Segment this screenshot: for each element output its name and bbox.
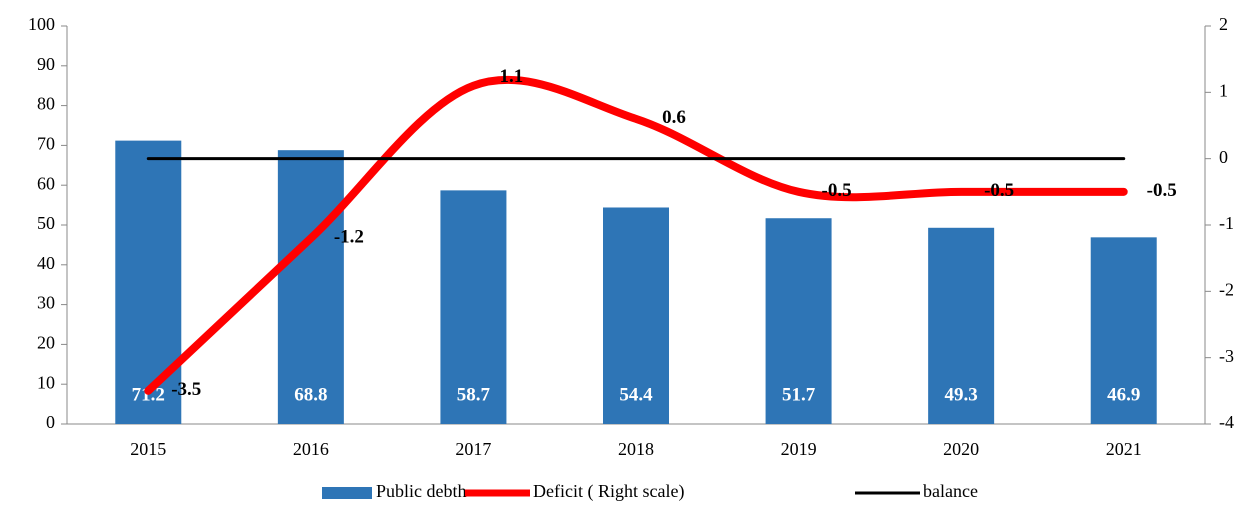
line-label: 0.6 xyxy=(662,107,686,128)
bar xyxy=(1090,237,1157,424)
y-tick-label: 70 xyxy=(37,134,55,154)
y2-tick-label: 0 xyxy=(1219,147,1228,167)
bar xyxy=(440,190,507,424)
legend-label: Deficit ( Right scale) xyxy=(533,481,684,502)
bar-label: 54.4 xyxy=(619,384,653,405)
deficit-line xyxy=(144,75,1128,395)
line-label: -0.5 xyxy=(1147,180,1177,201)
bar-label: 49.3 xyxy=(945,384,978,405)
bar-label: 46.9 xyxy=(1107,384,1140,405)
line-label: -0.5 xyxy=(822,180,852,201)
y2-tick-label: -4 xyxy=(1219,412,1234,432)
line-label: -3.5 xyxy=(171,379,201,400)
legend-label: balance xyxy=(923,481,978,501)
x-tick-label: 2015 xyxy=(130,439,166,459)
bar xyxy=(765,218,832,424)
bar-label: 71.2 xyxy=(132,384,165,405)
y2-tick-label: -1 xyxy=(1219,213,1234,233)
y-tick-label: 40 xyxy=(37,253,55,273)
y-tick-label: 30 xyxy=(37,293,55,313)
bar-label: 68.8 xyxy=(294,384,327,405)
y-tick-label: 60 xyxy=(37,173,55,193)
x-tick-label: 2016 xyxy=(293,439,329,459)
legend-swatch xyxy=(322,487,372,499)
line-label: -0.5 xyxy=(984,180,1014,201)
y-tick-label: 80 xyxy=(37,94,55,114)
y2-tick-label: -2 xyxy=(1219,279,1234,299)
bar xyxy=(277,150,344,424)
y2-tick-label: 1 xyxy=(1219,80,1228,100)
y-tick-label: 50 xyxy=(37,213,55,233)
y2-tick-label: 2 xyxy=(1219,14,1228,34)
bar xyxy=(603,207,669,424)
bar-label: 51.7 xyxy=(782,384,816,405)
bar-label: 58.7 xyxy=(457,384,491,405)
x-tick-label: 2020 xyxy=(943,439,979,459)
line-label: -1.2 xyxy=(334,227,364,248)
x-tick-label: 2021 xyxy=(1106,439,1142,459)
y-tick-label: 10 xyxy=(37,372,55,392)
y-tick-label: 0 xyxy=(46,412,55,432)
x-tick-label: 2018 xyxy=(618,439,654,459)
x-tick-label: 2019 xyxy=(781,439,817,459)
legend-label: Public debth xyxy=(376,481,467,501)
bar xyxy=(928,227,995,424)
y2-tick-label: -3 xyxy=(1219,346,1234,366)
y-tick-label: 20 xyxy=(37,333,55,353)
y-tick-label: 90 xyxy=(37,54,55,74)
y-tick-label: 100 xyxy=(28,14,55,34)
line-label: 1.1 xyxy=(500,66,524,87)
x-tick-label: 2017 xyxy=(455,439,491,459)
bar xyxy=(115,140,182,424)
